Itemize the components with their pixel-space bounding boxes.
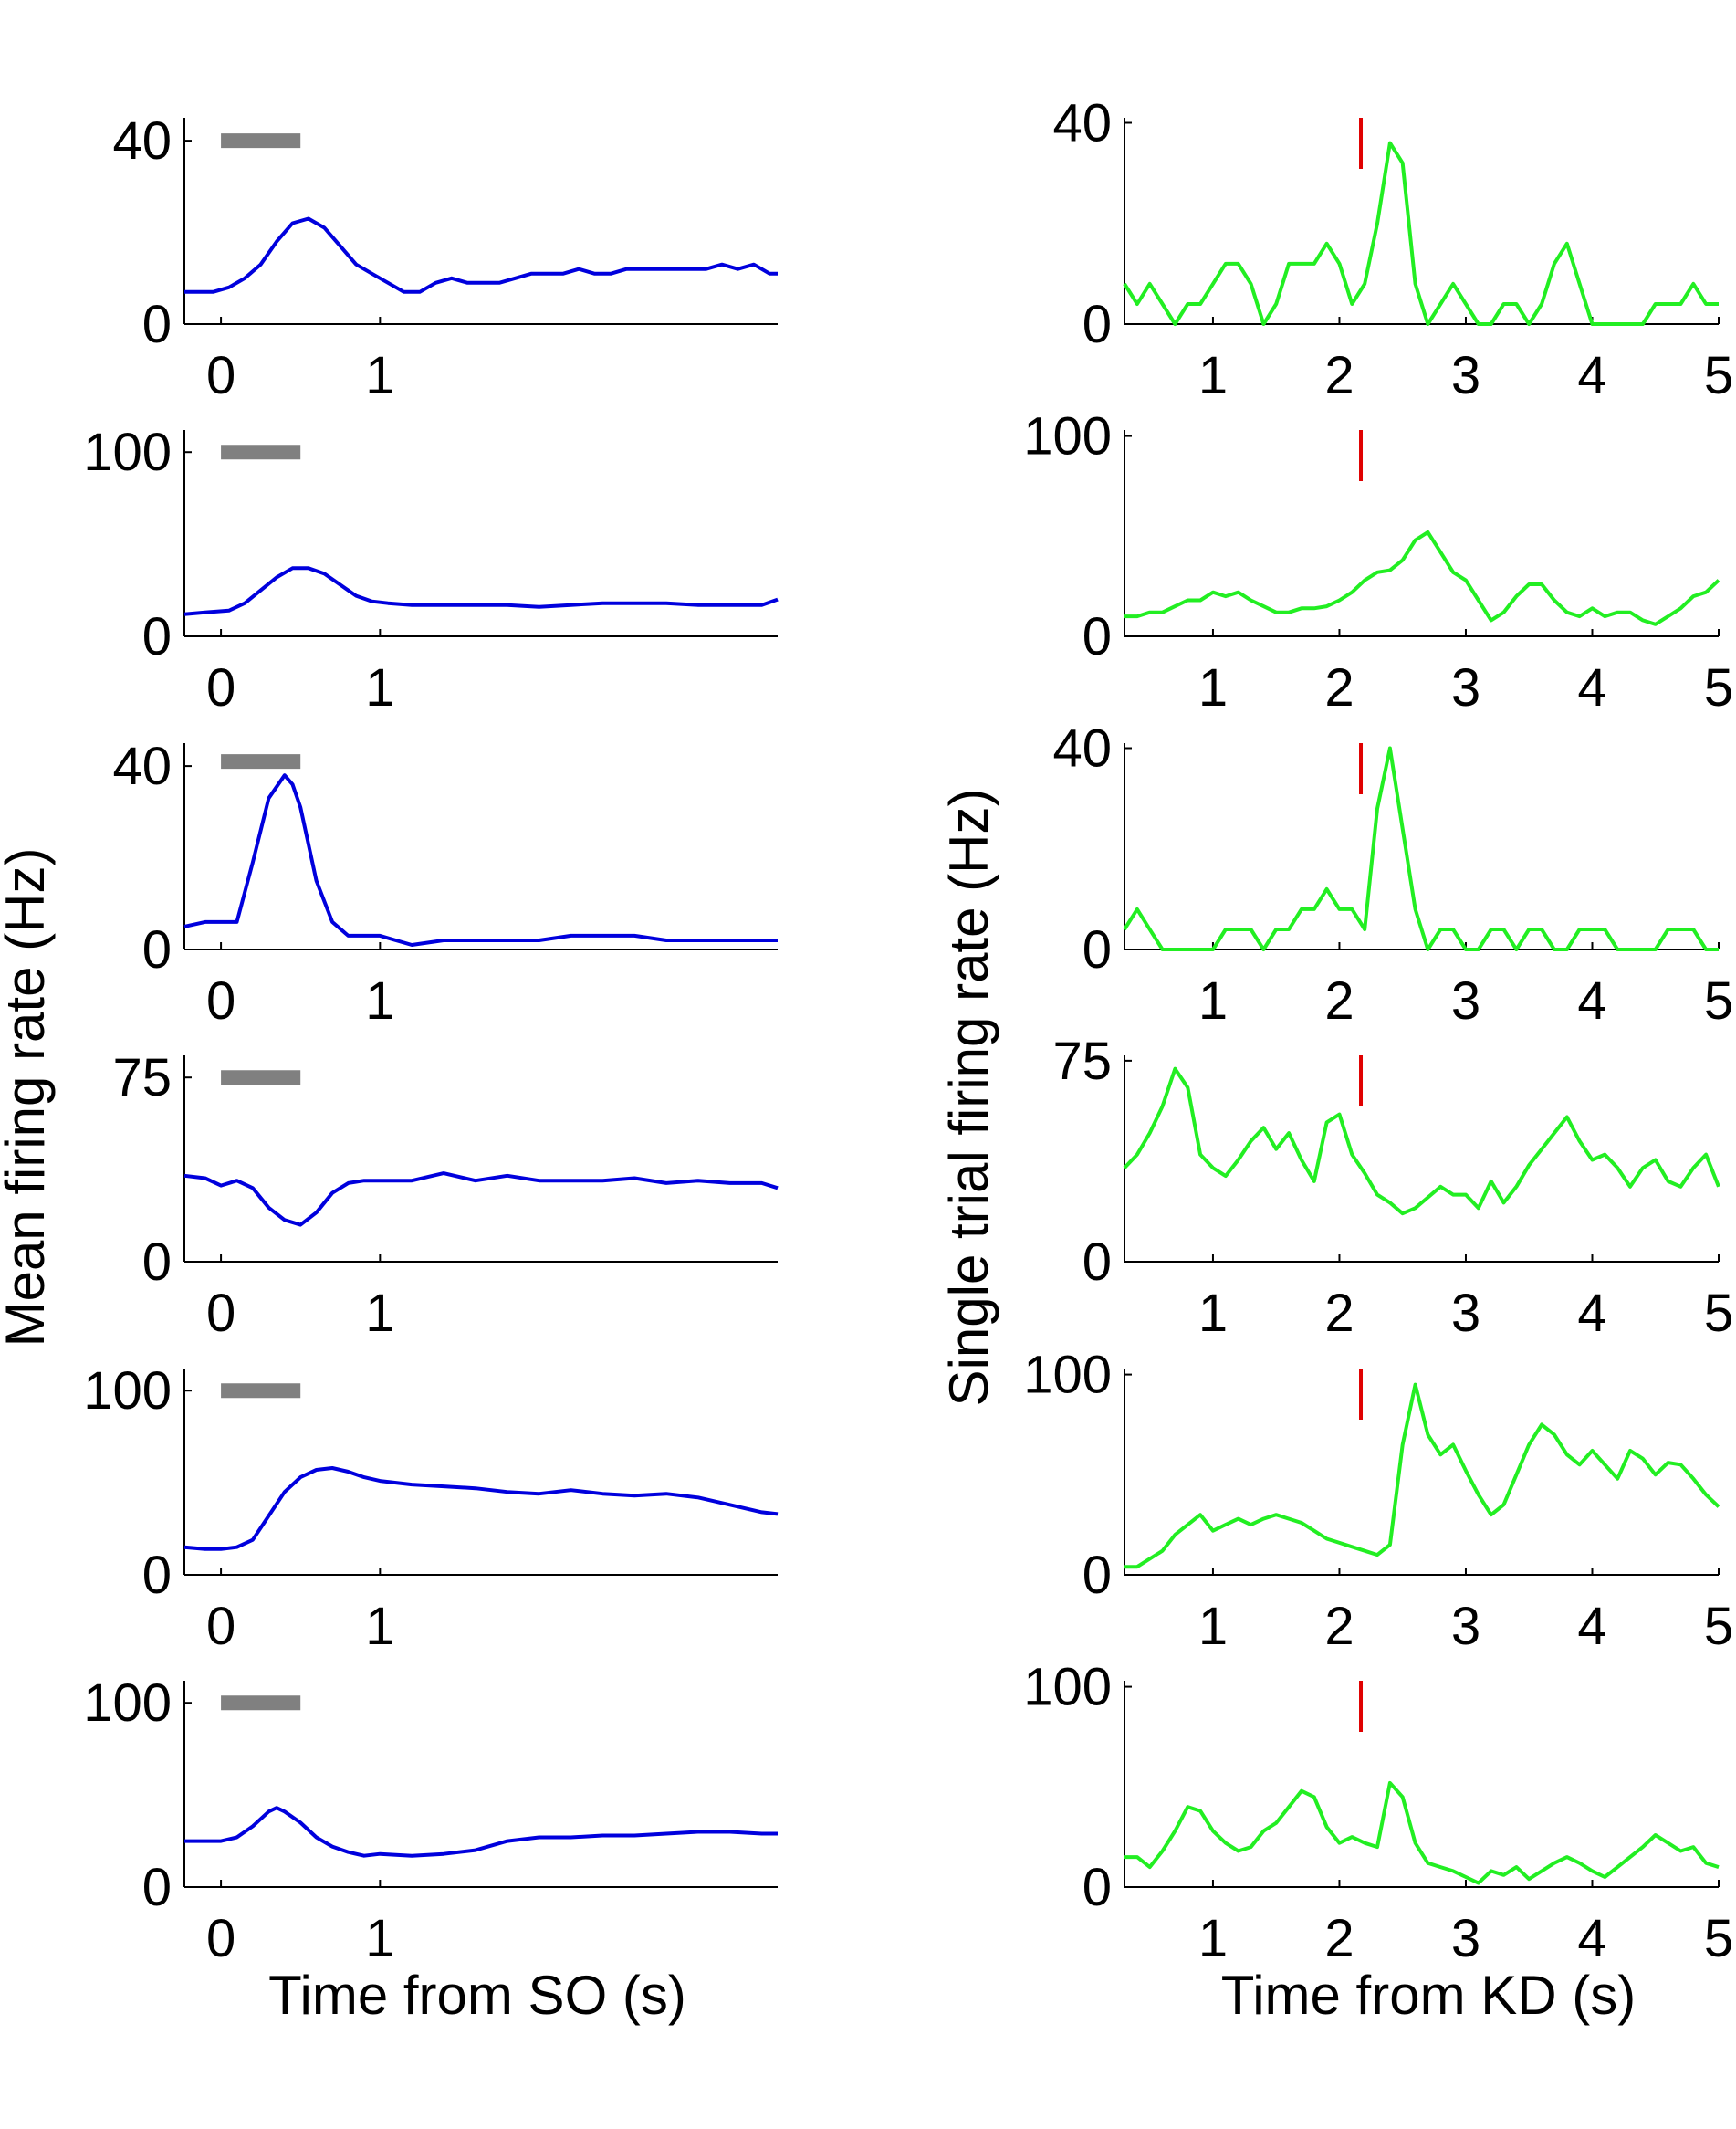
panel-right-2: 0 100 1 2 3 4 5	[1023, 407, 1733, 718]
x-tick-label: 3	[1451, 1284, 1480, 1343]
panel-left-5: 0 100 0 1	[83, 1361, 779, 1656]
x-tick-label: 0	[206, 346, 235, 405]
series-line	[184, 1806, 778, 1858]
x-tick-label: 0	[206, 971, 235, 1031]
x-tick-label: 2	[1324, 971, 1354, 1031]
panel-left-1: 0 40 0 1	[112, 111, 778, 405]
y-tick-label: 0	[142, 607, 172, 666]
x-tick-label: 0	[206, 1284, 235, 1343]
x-tick-label: 4	[1577, 1909, 1606, 1968]
panel-left-4: 0 75 0 1	[112, 1048, 779, 1343]
x-tick-label: 1	[1198, 346, 1228, 405]
left-y-axis-label: Mean firing rate (Hz)	[0, 848, 56, 1348]
y-tick-label: 100	[83, 1361, 172, 1421]
series-line	[183, 566, 779, 616]
x-tick-label: 4	[1577, 971, 1606, 1031]
x-tick-label: 1	[365, 346, 394, 405]
panel-right-6: 0 100 1 2 3 4 5	[1023, 1658, 1733, 1968]
y-tick-label: 100	[83, 1673, 172, 1733]
x-tick-label: 3	[1451, 1909, 1480, 1968]
y-tick-label: 0	[142, 920, 172, 980]
x-tick-label: 3	[1451, 346, 1480, 405]
x-tick-label: 1	[365, 1597, 394, 1656]
y-tick-label: 0	[142, 295, 172, 354]
y-tick-label: 0	[1082, 607, 1112, 666]
x-tick-label: 0	[206, 658, 235, 718]
x-tick-label: 0	[206, 1909, 235, 1968]
x-tick-label: 2	[1324, 1284, 1354, 1343]
x-tick-label: 3	[1451, 1597, 1480, 1656]
y-tick-label: 100	[1023, 1346, 1112, 1405]
y-tick-label: 75	[112, 1048, 172, 1107]
x-tick-label: 5	[1704, 971, 1733, 1031]
x-tick-label: 4	[1577, 658, 1606, 718]
series-line	[1124, 530, 1720, 626]
x-tick-label: 2	[1324, 346, 1354, 405]
series-line	[183, 1466, 779, 1551]
series-line	[1124, 1780, 1720, 1885]
y-tick-label: 0	[1082, 1546, 1112, 1605]
y-tick-label: 100	[83, 423, 172, 482]
series-line	[1123, 141, 1719, 326]
panel-left-6: 0 100 0 1	[83, 1673, 778, 1968]
panel-right-5: 0 100 1 2 3 4 5	[1023, 1346, 1733, 1656]
x-tick-label: 1	[1198, 1597, 1228, 1656]
x-tick-label: 1	[365, 658, 394, 718]
y-tick-label: 0	[1082, 295, 1112, 354]
x-tick-label: 5	[1704, 1597, 1733, 1656]
x-tick-label: 1	[1198, 658, 1228, 718]
right-y-axis-label: Single trial firing rate (Hz)	[938, 789, 999, 1407]
y-tick-label: 40	[112, 737, 172, 796]
series-line	[183, 773, 778, 947]
x-tick-label: 1	[365, 971, 394, 1031]
x-tick-label: 1	[365, 1284, 394, 1343]
x-tick-label: 5	[1704, 346, 1733, 405]
right-x-axis-label: Time from KD (s)	[1221, 1965, 1636, 2026]
series-line	[1123, 1066, 1720, 1216]
x-tick-label: 2	[1324, 658, 1354, 718]
x-tick-label: 5	[1704, 1284, 1733, 1343]
x-tick-label: 5	[1704, 1909, 1733, 1968]
left-x-axis-label: Time from SO (s)	[268, 1965, 686, 2026]
x-tick-label: 1	[1198, 1284, 1228, 1343]
y-tick-label: 0	[1082, 920, 1112, 980]
y-tick-label: 40	[112, 111, 172, 171]
panel-right-4: 0 75 1 2 3 4 5	[1052, 1032, 1733, 1343]
x-tick-label: 3	[1451, 971, 1480, 1031]
series-line	[1124, 1382, 1720, 1569]
series-line	[1123, 746, 1719, 951]
x-tick-label: 2	[1324, 1909, 1354, 1968]
y-tick-label: 100	[1023, 1658, 1112, 1717]
series-line	[183, 1171, 779, 1227]
x-tick-label: 5	[1704, 658, 1733, 718]
x-tick-label: 4	[1577, 1284, 1606, 1343]
y-tick-label: 0	[1082, 1858, 1112, 1917]
panel-left-2: 0 100 0 1	[83, 423, 779, 718]
panel-right-1: 0 40 1 2 3 4 5	[1052, 94, 1733, 405]
y-tick-label: 0	[142, 1232, 172, 1292]
x-tick-label: 0	[206, 1597, 235, 1656]
y-tick-label: 0	[142, 1546, 172, 1605]
x-tick-label: 1	[1198, 1909, 1228, 1968]
y-tick-label: 75	[1052, 1032, 1112, 1091]
x-tick-label: 3	[1451, 658, 1480, 718]
series-line	[184, 216, 778, 294]
panel-right-3: 0 40 1 2 3 4 5	[1052, 719, 1733, 1031]
panel-left-3: 0 40 0 1	[112, 737, 778, 1031]
y-tick-label: 40	[1052, 94, 1112, 153]
x-tick-label: 4	[1577, 346, 1606, 405]
y-tick-label: 0	[142, 1858, 172, 1917]
y-tick-label: 100	[1023, 407, 1112, 467]
x-tick-label: 1	[1198, 971, 1228, 1031]
x-tick-label: 1	[365, 1909, 394, 1968]
y-tick-label: 0	[1082, 1232, 1112, 1292]
x-tick-label: 2	[1324, 1597, 1354, 1656]
y-tick-label: 40	[1052, 719, 1112, 779]
x-tick-label: 4	[1577, 1597, 1606, 1656]
